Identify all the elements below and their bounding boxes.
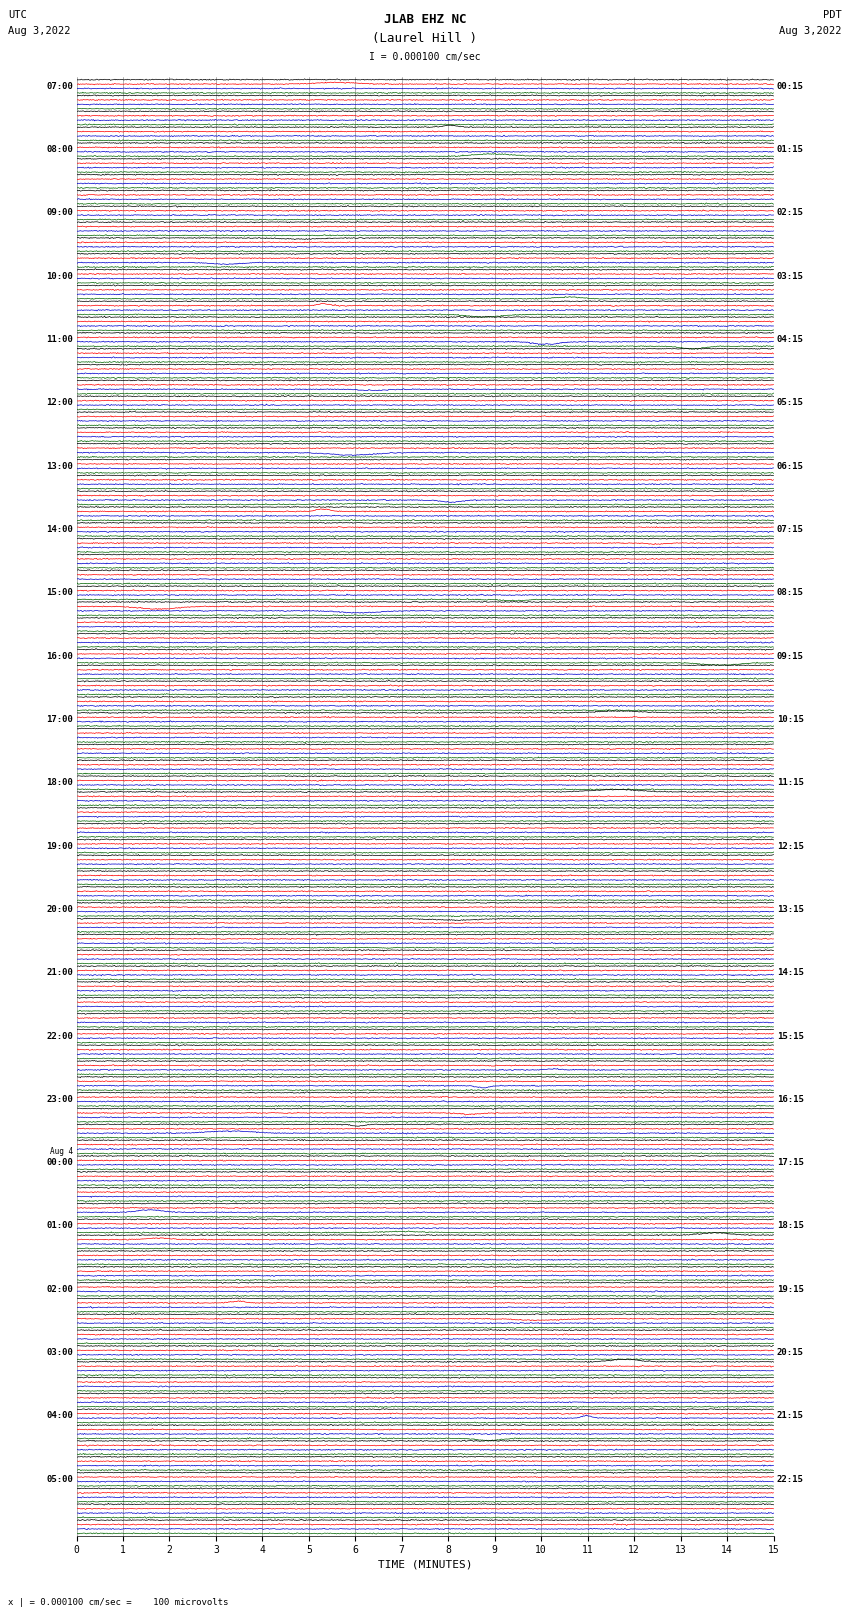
Text: 22:00: 22:00 bbox=[46, 1032, 73, 1040]
Text: 08:15: 08:15 bbox=[777, 589, 804, 597]
Text: 05:00: 05:00 bbox=[46, 1474, 73, 1484]
Text: 18:15: 18:15 bbox=[777, 1221, 804, 1231]
Text: 16:00: 16:00 bbox=[46, 652, 73, 661]
Text: 17:00: 17:00 bbox=[46, 715, 73, 724]
Text: 14:00: 14:00 bbox=[46, 524, 73, 534]
Text: 04:00: 04:00 bbox=[46, 1411, 73, 1421]
Text: 10:15: 10:15 bbox=[777, 715, 804, 724]
Text: 15:15: 15:15 bbox=[777, 1032, 804, 1040]
Text: 22:15: 22:15 bbox=[777, 1474, 804, 1484]
Text: 16:15: 16:15 bbox=[777, 1095, 804, 1103]
Text: 00:15: 00:15 bbox=[777, 82, 804, 90]
Text: 23:00: 23:00 bbox=[46, 1095, 73, 1103]
Text: 14:15: 14:15 bbox=[777, 968, 804, 977]
Text: 00:00: 00:00 bbox=[46, 1158, 73, 1168]
Text: Aug 3,2022: Aug 3,2022 bbox=[8, 26, 71, 35]
Text: 07:00: 07:00 bbox=[46, 82, 73, 90]
Text: 19:15: 19:15 bbox=[777, 1286, 804, 1294]
Text: 01:00: 01:00 bbox=[46, 1221, 73, 1231]
Text: Aug 3,2022: Aug 3,2022 bbox=[779, 26, 842, 35]
Text: 10:00: 10:00 bbox=[46, 271, 73, 281]
Text: 15:00: 15:00 bbox=[46, 589, 73, 597]
Text: 08:00: 08:00 bbox=[46, 145, 73, 155]
Text: Aug 4: Aug 4 bbox=[50, 1147, 73, 1157]
Text: UTC: UTC bbox=[8, 10, 27, 19]
Text: 11:15: 11:15 bbox=[777, 777, 804, 787]
Text: x | = 0.000100 cm/sec =    100 microvolts: x | = 0.000100 cm/sec = 100 microvolts bbox=[8, 1597, 229, 1607]
Text: 01:15: 01:15 bbox=[777, 145, 804, 155]
Text: 21:00: 21:00 bbox=[46, 968, 73, 977]
Text: 02:00: 02:00 bbox=[46, 1286, 73, 1294]
Text: 03:00: 03:00 bbox=[46, 1348, 73, 1357]
Text: PDT: PDT bbox=[823, 10, 842, 19]
Text: 17:15: 17:15 bbox=[777, 1158, 804, 1168]
Text: 13:00: 13:00 bbox=[46, 461, 73, 471]
Text: 12:15: 12:15 bbox=[777, 842, 804, 850]
Text: JLAB EHZ NC: JLAB EHZ NC bbox=[383, 13, 467, 26]
Text: I = 0.000100 cm/sec: I = 0.000100 cm/sec bbox=[369, 52, 481, 61]
Text: 02:15: 02:15 bbox=[777, 208, 804, 218]
Text: 03:15: 03:15 bbox=[777, 271, 804, 281]
Text: 09:15: 09:15 bbox=[777, 652, 804, 661]
Text: 21:15: 21:15 bbox=[777, 1411, 804, 1421]
Text: 18:00: 18:00 bbox=[46, 777, 73, 787]
Text: (Laurel Hill ): (Laurel Hill ) bbox=[372, 32, 478, 45]
X-axis label: TIME (MINUTES): TIME (MINUTES) bbox=[377, 1560, 473, 1569]
Text: 05:15: 05:15 bbox=[777, 398, 804, 408]
Text: 20:00: 20:00 bbox=[46, 905, 73, 915]
Text: 11:00: 11:00 bbox=[46, 336, 73, 344]
Text: 19:00: 19:00 bbox=[46, 842, 73, 850]
Text: 04:15: 04:15 bbox=[777, 336, 804, 344]
Text: 07:15: 07:15 bbox=[777, 524, 804, 534]
Text: 09:00: 09:00 bbox=[46, 208, 73, 218]
Text: 06:15: 06:15 bbox=[777, 461, 804, 471]
Text: 20:15: 20:15 bbox=[777, 1348, 804, 1357]
Text: 12:00: 12:00 bbox=[46, 398, 73, 408]
Text: 13:15: 13:15 bbox=[777, 905, 804, 915]
